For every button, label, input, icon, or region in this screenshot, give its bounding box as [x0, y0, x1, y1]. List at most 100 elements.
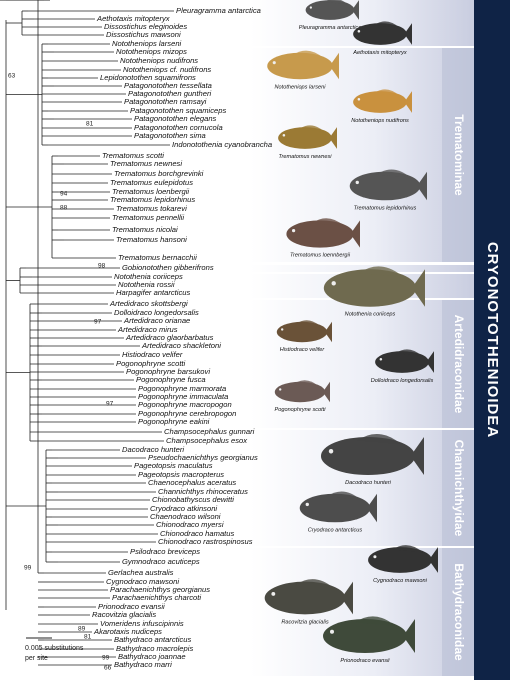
taxon-label: Akarotaxis nudiceps	[93, 627, 162, 636]
support-value: 97	[106, 401, 114, 408]
fish-fin	[296, 320, 320, 326]
superfamily-bar	[474, 0, 510, 680]
taxon-label: Trematomus hansoni	[116, 235, 187, 244]
clade-label-strip	[442, 300, 474, 428]
fish-eye	[271, 592, 276, 596]
fish-tail	[428, 547, 438, 573]
fish-fin	[392, 545, 423, 553]
taxon-label: Pogonophryne fusca	[136, 375, 206, 384]
taxon-label: Racovitzia glacialis	[92, 610, 156, 619]
fish-fin	[356, 433, 402, 445]
taxon-label: Bathydraco marri	[114, 660, 172, 669]
clade-label-strip	[442, 48, 474, 262]
fish-eye	[272, 61, 276, 65]
fish-eye	[309, 6, 313, 9]
support-value: 63	[8, 73, 16, 80]
taxon-label: Psilodraco breviceps	[130, 547, 200, 556]
fish-eye	[357, 98, 361, 101]
fish-fin	[376, 169, 411, 178]
fish-eye	[279, 388, 282, 391]
taxon-label: Channichthys rhinoceratus	[158, 487, 248, 496]
fish-fin	[324, 0, 348, 5]
taxon-label: Dissostichus eleginoides	[104, 22, 187, 31]
fish-fin	[373, 21, 400, 28]
taxon-label: Pogonophryne eakini	[138, 417, 210, 426]
taxon-label: Harpagifer antarcticus	[116, 288, 190, 297]
taxon-label: Gerlachea australis	[108, 568, 174, 577]
fish-caption: Cygnodraco mawsoni	[373, 578, 428, 584]
fish-body	[368, 547, 432, 573]
fish-fin	[298, 125, 325, 132]
fish-body	[286, 220, 354, 248]
fish-caption: Nototheniops nudifrons	[351, 118, 409, 124]
taxon-label: Bathydraco joannae	[118, 652, 186, 661]
scale-label: 0.005 substitutions	[25, 645, 84, 652]
fish-fin	[373, 89, 400, 96]
taxon-label: Trematomus bernacchii	[118, 253, 197, 262]
support-value: 94	[60, 191, 68, 198]
taxon-label: Pogonophryne barsukovi	[126, 367, 210, 376]
scale-label: per site	[25, 655, 48, 662]
taxon-label: Artedidraco orianae	[123, 316, 190, 325]
fish-body	[264, 581, 346, 615]
taxon-label: Cygnodraco mawsoni	[106, 577, 179, 586]
fish-eye	[282, 134, 286, 137]
taxon-label: Chionodraco rastrospinosus	[158, 537, 253, 546]
fish-body	[278, 127, 332, 149]
taxon-label: Cryodraco atkinsoni	[150, 504, 217, 513]
taxon-label: Artedidraco mirus	[117, 325, 178, 334]
taxon-label: Pogonophryne marmorata	[138, 384, 226, 393]
fish-caption: Dacodraco hunteri	[345, 480, 391, 486]
taxon-label: Aethotaxis mitopteryx	[96, 14, 171, 23]
taxon-label: Gymnodraco acuticeps	[122, 557, 200, 566]
fish-body	[305, 0, 355, 20]
clade-band	[250, 300, 474, 428]
fish-body	[375, 351, 429, 373]
fish-caption: Trematomus lepidorhinus	[354, 205, 417, 211]
clade-label: Artedidraconidae	[452, 315, 466, 414]
fish-eye	[331, 281, 336, 286]
clade-label: Trematominae	[452, 114, 466, 196]
taxon-label: Nototheniops mizops	[116, 47, 187, 56]
taxon-label: Bathydraco macrolepis	[116, 644, 193, 653]
taxon-label: Trematomus eulepidotus	[110, 178, 193, 187]
taxon-label: Dolloidraco longedorsalis	[114, 308, 199, 317]
taxon-label: Champsocephalus gunnari	[164, 427, 255, 436]
taxon-label: Chionodraco myersi	[156, 520, 224, 529]
taxon-label: Dissostichus mawsoni	[106, 30, 181, 39]
fish-body	[323, 619, 407, 653]
taxon-label: Gobionotothen gibberifrons	[122, 263, 214, 272]
fish-fin	[355, 616, 395, 626]
support-value: 66	[104, 665, 112, 672]
taxon-label: Histiodraco velifer	[122, 350, 183, 359]
fish-caption: Pleuragramma antarctica	[299, 25, 362, 31]
taxon-label: Notothenia coriiceps	[114, 272, 183, 281]
fish-fin	[326, 491, 361, 500]
taxon-label: Patagonotothen ramsayi	[124, 97, 207, 106]
clade-label-strip	[442, 430, 474, 546]
fish-fin	[292, 50, 324, 59]
fish-fin	[359, 266, 403, 277]
support-value: 89	[78, 626, 86, 633]
fish-body	[274, 381, 326, 403]
fish-caption: Aethotaxis mitopteryx	[352, 50, 407, 56]
fish-fin	[312, 218, 344, 226]
fish-caption: Notothenia coriiceps	[345, 312, 396, 318]
taxon-label: Trematomus borchgrevinki	[114, 169, 204, 178]
fish-fin	[294, 380, 318, 386]
fish-eye	[330, 629, 334, 634]
taxon-label: Patagonotothen sima	[134, 131, 206, 140]
fish-tail	[341, 581, 353, 615]
taxon-label: Parachaenichthys charcoti	[112, 593, 201, 602]
fish-tail	[350, 220, 360, 248]
fish-tail	[329, 127, 337, 149]
taxon-label: Trematomus nicolai	[112, 225, 178, 234]
fish-caption: Trematomus loennbergii	[290, 253, 351, 259]
fish-caption: Cryodraco antarcticus	[308, 527, 363, 533]
support-value: 81	[86, 121, 94, 128]
fish-tail	[366, 493, 377, 523]
fish-body	[299, 493, 371, 523]
support-value: 99	[24, 565, 32, 572]
taxon-label: Pageotopsis macropterus	[138, 470, 224, 479]
fish-body	[276, 321, 328, 343]
